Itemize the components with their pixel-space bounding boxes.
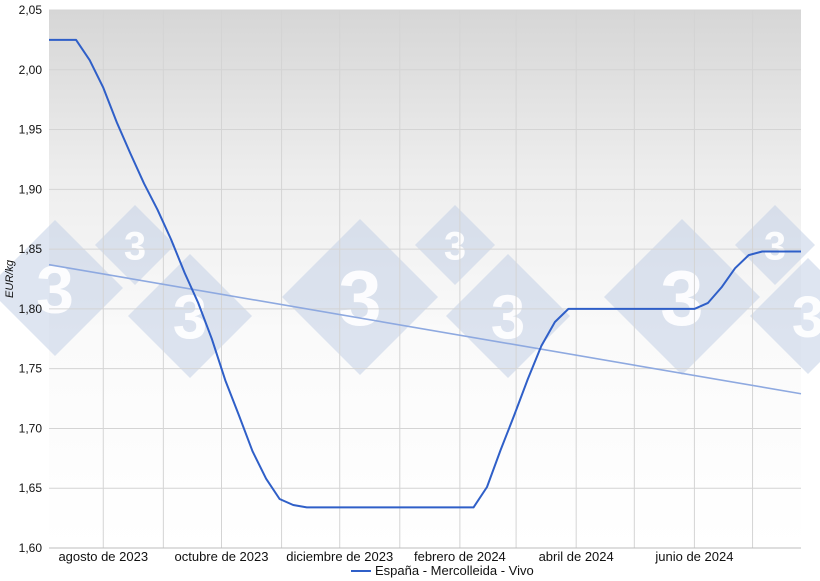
x-tick-label: octubre de 2023 xyxy=(175,549,269,564)
watermark-diamond xyxy=(0,220,123,356)
watermark-digit: 3 xyxy=(660,254,703,342)
x-tick-label: junio de 2024 xyxy=(654,549,733,564)
x-tick-label: febrero de 2024 xyxy=(414,549,506,564)
y-tick-label: 1,60 xyxy=(19,541,43,555)
x-tick-label: abril de 2024 xyxy=(539,549,614,564)
watermark-digit: 3 xyxy=(444,224,466,268)
watermark-digit: 3 xyxy=(124,224,146,268)
y-axis-label: EUR/kg xyxy=(4,259,16,298)
watermark-diamond xyxy=(446,254,570,378)
trendline-group xyxy=(48,263,802,395)
watermark-diamond xyxy=(282,219,438,375)
y-tick-label: 2,05 xyxy=(19,3,43,17)
watermark-diamond xyxy=(750,258,820,374)
legend: España - Mercolleida - Vivo xyxy=(351,563,534,578)
watermark-diamond xyxy=(415,205,495,285)
legend-label: España - Mercolleida - Vivo xyxy=(375,563,534,578)
watermark-diamond xyxy=(735,205,815,285)
x-tick-label: agosto de 2023 xyxy=(58,549,148,564)
watermark-digit: 3 xyxy=(36,251,74,327)
trendline xyxy=(48,263,802,395)
watermark-diamond xyxy=(604,219,760,375)
series-line-espana-mercolleida-vivo xyxy=(49,38,801,509)
watermark-digit: 3 xyxy=(764,224,786,268)
watermark-diamond xyxy=(95,205,175,285)
y-tick-label: 1,65 xyxy=(19,481,43,495)
y-tick-label: 2,00 xyxy=(19,63,43,77)
watermark-digit: 3 xyxy=(173,283,207,352)
y-tick-label: 1,95 xyxy=(19,123,43,137)
y-tick-label: 1,85 xyxy=(19,242,43,256)
y-tick-label: 1,75 xyxy=(19,362,43,376)
series-group xyxy=(49,38,801,509)
y-tick-label: 1,90 xyxy=(19,182,43,196)
x-axis: agosto de 2023 octubre de 2023 diciembre d… xyxy=(49,547,801,564)
watermark-digit: 3 xyxy=(338,254,381,342)
x-tick-label: diciembre de 2023 xyxy=(286,549,393,564)
y-tick-label: 1,80 xyxy=(19,302,43,316)
watermark-digit: 3 xyxy=(792,285,820,350)
y-tick-label: 1,70 xyxy=(19,421,43,435)
y-axis: 1,60 1,65 1,70 1,75 1,80 1,85 1,90 1,95 2,00 2,05 xyxy=(19,3,43,555)
